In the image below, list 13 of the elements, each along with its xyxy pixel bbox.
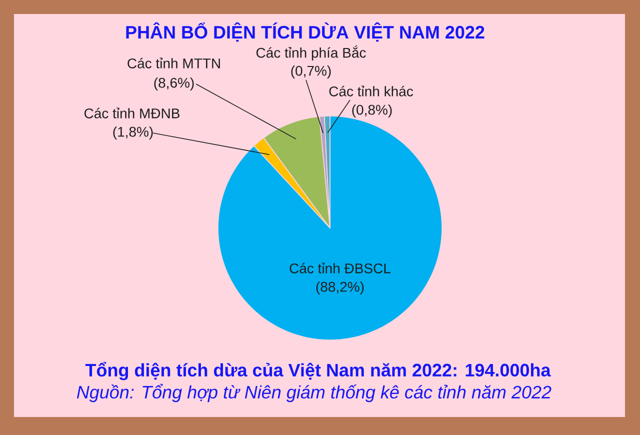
data-label: (88,2%) [316, 281, 364, 295]
slice-label: Các tỉnh MTTN [128, 58, 220, 68]
slice-label: Các tỉnh MĐNB [84, 108, 180, 118]
chart-title: PHÂN BỔ DIỆN TÍCH DỪA VIỆT NAM 2022 [126, 22, 484, 42]
slice-label: Các tỉnh phía Bắc [256, 45, 366, 61]
data-label: (1,8%) [113, 126, 153, 140]
slice-label: Các tỉnh ĐBSCL [290, 262, 390, 274]
slice-label: Các tỉnh khác [329, 86, 414, 96]
data-label: (0,8%) [352, 104, 392, 118]
data-label: (8,6%) [154, 77, 194, 91]
text: Tổng diện tích dừa của Việt Nam năm 2022: 194.000ha [85, 362, 551, 380]
text: Nguồn: Tổng hợp từ Niên giám thống kê các tỉnh năm 2022 [76, 384, 552, 402]
data-label: (0,7%) [291, 65, 331, 79]
